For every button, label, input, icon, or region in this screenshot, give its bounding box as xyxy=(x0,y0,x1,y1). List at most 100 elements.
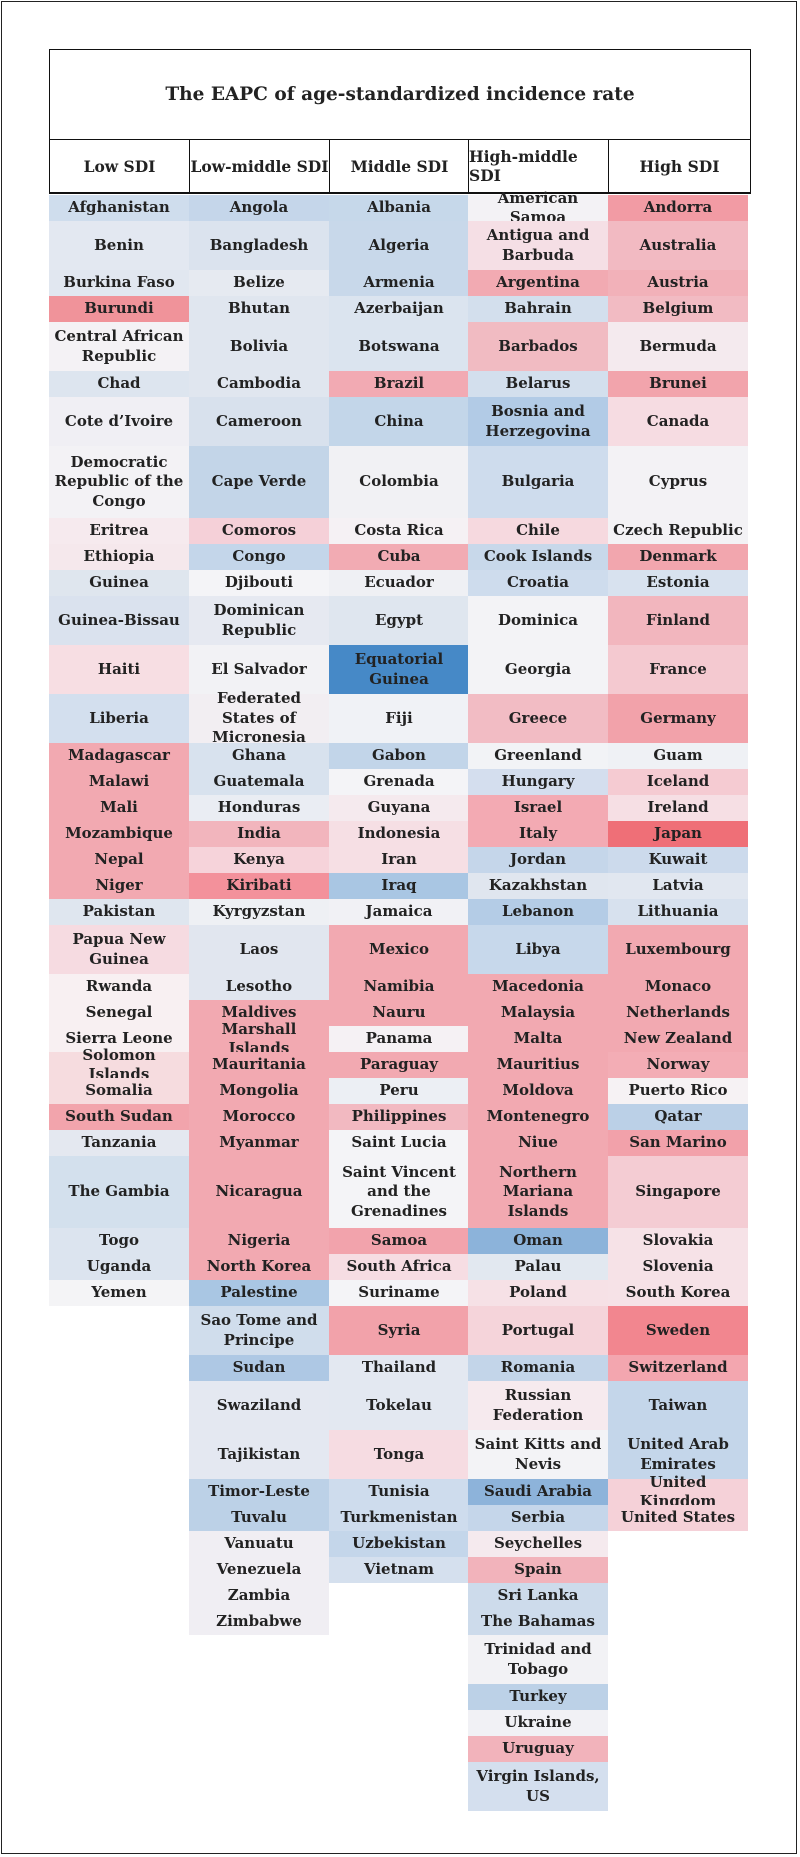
country-cell: Maldives xyxy=(189,1000,329,1026)
country-cell: Palestine xyxy=(189,1280,329,1306)
country-cell: Ireland xyxy=(608,795,748,821)
country-cell: Japan xyxy=(608,821,748,847)
country-cell: Luxembourg xyxy=(608,925,748,974)
country-cell: Gabon xyxy=(329,743,469,769)
country-cell: Vietnam xyxy=(329,1557,469,1583)
country-cell: Qatar xyxy=(608,1104,748,1130)
country-cell: Estonia xyxy=(608,570,748,596)
country-cell: Trinidad and Tobago xyxy=(468,1635,608,1684)
country-cell: Bolivia xyxy=(189,322,329,371)
column-header-high-sdi: High SDI xyxy=(608,140,751,194)
country-cell: Tonga xyxy=(329,1430,469,1479)
country-cell: Israel xyxy=(468,795,608,821)
country-cell: Kuwait xyxy=(608,847,748,873)
country-cell: Myanmar xyxy=(189,1130,329,1156)
country-cell: Czech Republic xyxy=(608,518,748,544)
country-cell: India xyxy=(189,821,329,847)
country-cell: Afghanistan xyxy=(49,195,189,221)
country-cell: Mexico xyxy=(329,925,469,974)
country-cell: Senegal xyxy=(49,1000,189,1026)
country-cell: Saint Vincent and the Grenadines xyxy=(329,1156,469,1228)
country-cell: Belarus xyxy=(468,371,608,397)
country-cell: El Salvador xyxy=(189,645,329,694)
country-cell: Honduras xyxy=(189,795,329,821)
country-cell: The Gambia xyxy=(49,1156,189,1228)
country-cell: Mauritius xyxy=(468,1052,608,1078)
country-cell: Lithuania xyxy=(608,899,748,925)
country-cell: Nicaragua xyxy=(189,1156,329,1228)
country-cell: Paraguay xyxy=(329,1052,469,1078)
country-cell: Northern Mariana Islands xyxy=(468,1156,608,1228)
country-cell: Iran xyxy=(329,847,469,873)
country-cell: Kenya xyxy=(189,847,329,873)
country-cell: Samoa xyxy=(329,1228,469,1254)
country-cell: Malta xyxy=(468,1026,608,1052)
country-cell: Bhutan xyxy=(189,296,329,322)
country-cell: Russian Federation xyxy=(468,1381,608,1430)
country-cell: Slovakia xyxy=(608,1228,748,1254)
country-cell: Morocco xyxy=(189,1104,329,1130)
country-cell: Albania xyxy=(329,195,469,221)
country-cell: Tunisia xyxy=(329,1479,469,1505)
country-cell: Malawi xyxy=(49,769,189,795)
country-cell: Armenia xyxy=(329,270,469,296)
country-cell: Puerto Rico xyxy=(608,1078,748,1104)
country-cell: Angola xyxy=(189,195,329,221)
country-cell: Latvia xyxy=(608,873,748,899)
country-cell: Botswana xyxy=(329,322,469,371)
country-cell: Lesotho xyxy=(189,974,329,1000)
country-cell: Lebanon xyxy=(468,899,608,925)
country-cell: Slovenia xyxy=(608,1254,748,1280)
country-cell: Georgia xyxy=(468,645,608,694)
country-cell: Suriname xyxy=(329,1280,469,1306)
country-cell: Bermuda xyxy=(608,322,748,371)
country-cell: Costa Rica xyxy=(329,518,469,544)
country-cell: Mozambique xyxy=(49,821,189,847)
country-cell: Madagascar xyxy=(49,743,189,769)
country-cell: Zimbabwe xyxy=(189,1609,329,1635)
country-cell: Democratic Republic of the Congo xyxy=(49,446,189,518)
country-cell: Mauritania xyxy=(189,1052,329,1078)
country-cell: Colombia xyxy=(329,446,469,518)
country-cell: Cyprus xyxy=(608,446,748,518)
country-cell: Cuba xyxy=(329,544,469,570)
country-cell: Portugal xyxy=(468,1306,608,1355)
country-cell: Equatorial Guinea xyxy=(329,645,469,694)
country-cell: Barbados xyxy=(468,322,608,371)
country-cell: Laos xyxy=(189,925,329,974)
country-cell: Burundi xyxy=(49,296,189,322)
country-cell: Haiti xyxy=(49,645,189,694)
country-cell: Tanzania xyxy=(49,1130,189,1156)
country-cell: Algeria xyxy=(329,221,469,270)
country-cell: Sao Tome and Principe xyxy=(189,1306,329,1355)
country-cell: Singapore xyxy=(608,1156,748,1228)
country-cell: Niger xyxy=(49,873,189,899)
country-cell: Romania xyxy=(468,1355,608,1381)
country-cell: Turkey xyxy=(468,1684,608,1710)
country-cell: Central African Republic xyxy=(49,322,189,371)
country-cell: Andorra xyxy=(608,195,748,221)
country-cell: Malaysia xyxy=(468,1000,608,1026)
country-cell: Norway xyxy=(608,1052,748,1078)
country-cell: Taiwan xyxy=(608,1381,748,1430)
country-cell: Virgin Islands, US xyxy=(468,1762,608,1811)
column-header-low-middle-sdi: Low-middle SDI xyxy=(189,140,329,194)
country-cell: Canada xyxy=(608,397,748,446)
country-cell: Serbia xyxy=(468,1505,608,1531)
country-cell: Greenland xyxy=(468,743,608,769)
country-cell: Austria xyxy=(608,270,748,296)
country-cell: Eritrea xyxy=(49,518,189,544)
country-cell: Monaco xyxy=(608,974,748,1000)
country-cell: Italy xyxy=(468,821,608,847)
country-cell: Denmark xyxy=(608,544,748,570)
country-cell: North Korea xyxy=(189,1254,329,1280)
country-cell: Tokelau xyxy=(329,1381,469,1430)
country-cell: Hungary xyxy=(468,769,608,795)
country-cell: Guam xyxy=(608,743,748,769)
country-cell: Iraq xyxy=(329,873,469,899)
country-cell: Ghana xyxy=(189,743,329,769)
country-cell: American Samoa xyxy=(468,189,608,226)
country-cell: Belize xyxy=(189,270,329,296)
country-cell: Montenegro xyxy=(468,1104,608,1130)
